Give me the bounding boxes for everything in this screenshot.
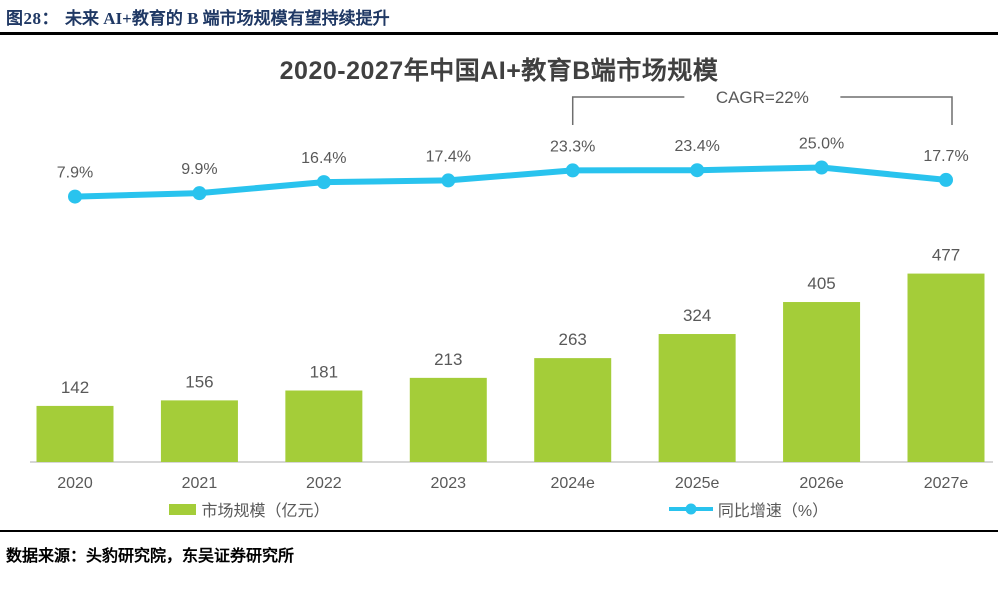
growth-point-2024e bbox=[565, 163, 580, 178]
chart-title: 2020-2027年中国AI+教育B端市场规模 bbox=[279, 57, 719, 85]
growth-point-2026e bbox=[814, 160, 829, 175]
x-axis-label-2026e: 2026e bbox=[799, 475, 844, 492]
bar-series-swatch-icon bbox=[169, 503, 197, 515]
chart-legend: 市场规模（亿元） 同比增速（%） bbox=[0, 497, 998, 521]
chart-canvas: CAGR=22% 142 156 181 213 263 324 405 477 7.9% 9.9%… bbox=[30, 88, 993, 492]
figure-title: 未来 AI+教育的 B 端市场规模有望持续提升 bbox=[65, 8, 390, 28]
growth-value-label: 25.0% bbox=[799, 136, 844, 153]
line-series-marker-icon bbox=[668, 503, 713, 515]
bar-2023 bbox=[409, 377, 487, 462]
growth-line bbox=[72, 164, 949, 200]
bar-value-label: 324 bbox=[683, 306, 711, 325]
x-axis-label-2023: 2023 bbox=[430, 475, 466, 492]
growth-value-label: 16.4% bbox=[301, 150, 346, 167]
bar-2025e bbox=[658, 334, 736, 462]
bar-2026e bbox=[783, 302, 861, 462]
growth-value-label: 23.4% bbox=[674, 138, 719, 155]
growth-value-label: 17.4% bbox=[426, 148, 471, 165]
bar-value-label: 405 bbox=[807, 274, 835, 293]
x-axis-label-2025e: 2025e bbox=[675, 475, 720, 492]
growth-value-label: 23.3% bbox=[550, 138, 595, 155]
growth-point-2021 bbox=[192, 186, 207, 201]
growth-point-2023 bbox=[441, 173, 456, 188]
bar-2024e bbox=[534, 358, 612, 462]
x-axis-label-2024e: 2024e bbox=[550, 475, 595, 492]
cagr-annotation: CAGR=22% bbox=[716, 88, 809, 107]
bar-value-label: 477 bbox=[932, 246, 960, 265]
bar-2020 bbox=[36, 405, 114, 462]
bar-value-label: 181 bbox=[310, 363, 338, 382]
figure-number: 图28： bbox=[6, 8, 59, 28]
growth-value-label: 17.7% bbox=[923, 148, 968, 165]
bar-value-label: 156 bbox=[185, 372, 213, 391]
data-source: 数据来源：头豹研究院，东吴证券研究所 bbox=[6, 548, 295, 565]
growth-value-label: 7.9% bbox=[57, 165, 93, 182]
bar-value-label: 263 bbox=[559, 330, 587, 349]
x-axis-label-2020: 2020 bbox=[57, 475, 93, 492]
bar-value-label: 142 bbox=[61, 378, 89, 397]
x-axis-label-2021: 2021 bbox=[182, 475, 218, 492]
bar-2021 bbox=[160, 400, 238, 462]
bar-2027e bbox=[907, 273, 985, 462]
bar-2022 bbox=[285, 390, 363, 462]
cagr-bracket bbox=[571, 96, 953, 125]
growth-value-label: 9.9% bbox=[181, 161, 217, 178]
x-axis-label-2027e: 2027e bbox=[924, 475, 969, 492]
figure-header: 图28： 未来 AI+教育的 B 端市场规模有望持续提升 bbox=[0, 0, 998, 35]
x-axis-label-2022: 2022 bbox=[306, 475, 342, 492]
legend-item-market-size: 市场规模（亿元） bbox=[169, 497, 330, 521]
legend-label-growth-rate: 同比增速（%） bbox=[717, 503, 829, 520]
legend-label-market-size: 市场规模（亿元） bbox=[201, 503, 330, 520]
growth-point-2020 bbox=[68, 189, 82, 204]
growth-point-2027e bbox=[939, 172, 953, 187]
bar-value-label: 213 bbox=[434, 350, 462, 369]
growth-point-2025e bbox=[690, 163, 705, 178]
legend-item-growth-rate: 同比增速（%） bbox=[668, 497, 829, 521]
chart-area: 2020-2027年中国AI+教育B端市场规模 CAGR=22% 142 156 18… bbox=[0, 35, 998, 532]
growth-point-2022 bbox=[316, 175, 331, 190]
